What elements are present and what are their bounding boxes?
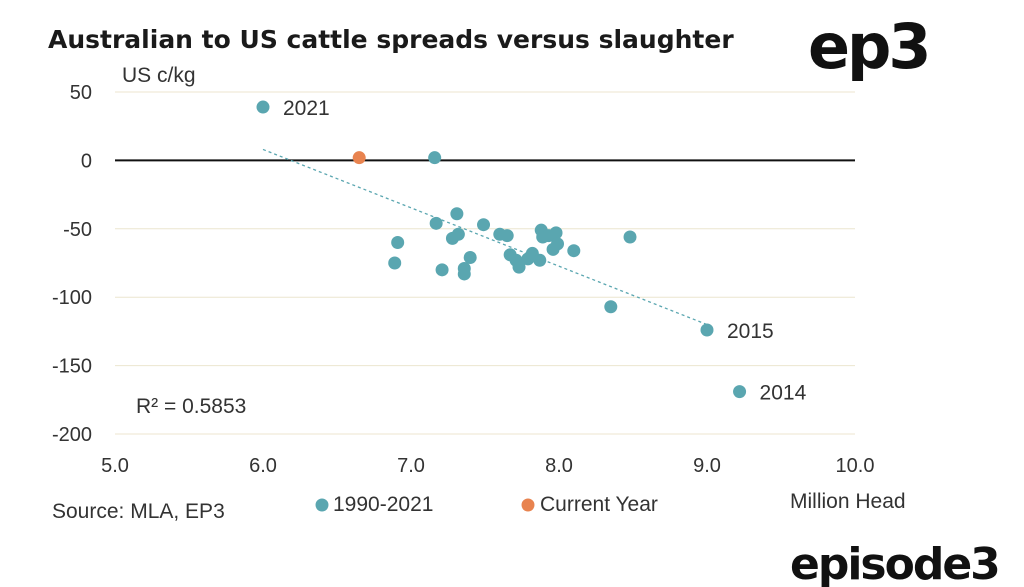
x-tick-label: 9.0 — [693, 455, 721, 477]
x-tick-label: 6.0 — [249, 455, 277, 477]
data-points — [256, 100, 747, 399]
trendline — [262, 148, 708, 326]
x-axis-label: Million Head — [790, 490, 906, 513]
y-tick-label: -100 — [52, 287, 92, 309]
point-label-2021: 2021 — [283, 97, 330, 120]
y-tick-label: -200 — [52, 424, 92, 446]
gridlines — [115, 91, 855, 435]
y-tick-label: 50 — [70, 82, 92, 104]
y-tick-label: 0 — [81, 150, 92, 172]
x-tick-label: 7.0 — [397, 455, 425, 477]
y-axis-label: US c/kg — [122, 64, 196, 87]
point-label-2015: 2015 — [727, 320, 774, 343]
data-point — [451, 227, 465, 241]
data-point — [450, 207, 464, 221]
data-point — [533, 253, 547, 267]
logo-episode3: episode3 — [790, 539, 999, 587]
data-point — [512, 260, 526, 274]
point-label-2014: 2014 — [760, 382, 807, 405]
data-point — [567, 244, 581, 258]
x-tick-label: 8.0 — [545, 455, 573, 477]
y-tick-label: -150 — [52, 356, 92, 378]
data-point — [549, 226, 563, 240]
y-tick-label: -50 — [63, 219, 92, 241]
data-point — [623, 230, 637, 244]
data-point — [477, 218, 491, 232]
data-point — [700, 323, 714, 337]
data-point — [435, 263, 449, 277]
source-note: Source: MLA, EP3 — [52, 500, 225, 523]
data-point — [546, 242, 560, 256]
legend-marker-historical — [315, 498, 329, 512]
legend-marker-current — [521, 498, 535, 512]
data-point — [733, 385, 747, 399]
data-point — [391, 235, 405, 249]
legend-label-current: Current Year — [540, 493, 658, 516]
x-tick-label: 10.0 — [836, 455, 875, 477]
r-squared-annotation: R² = 0.5853 — [136, 395, 246, 418]
data-point — [429, 216, 443, 230]
y-tick-labels: 50 0 -50 -100 -150 -200 — [52, 82, 92, 446]
x-tick-labels: 5.0 6.0 7.0 8.0 9.0 10.0 — [101, 455, 874, 477]
data-point — [457, 267, 471, 281]
data-point — [604, 300, 618, 314]
legend: 1990-2021 Current Year — [315, 493, 658, 516]
data-point — [256, 100, 270, 114]
point-labels: 2021 2015 2014 — [283, 97, 807, 405]
data-point — [388, 256, 402, 270]
legend-label-historical: 1990-2021 — [333, 493, 433, 516]
data-point — [463, 251, 477, 265]
data-point — [428, 151, 442, 165]
chart-title: Australian to US cattle spreads versus s… — [48, 25, 734, 54]
data-point — [500, 229, 514, 243]
logo-ep3: ep3 — [808, 10, 929, 83]
data-point-current-year — [352, 151, 366, 165]
x-tick-label: 5.0 — [101, 455, 129, 477]
